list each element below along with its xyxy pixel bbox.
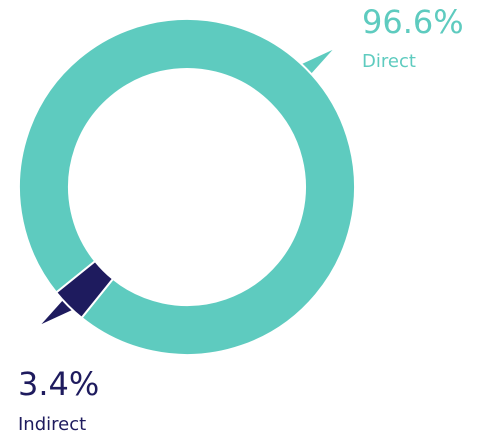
value-label: 3.4%	[18, 365, 99, 403]
category-label: Direct	[362, 51, 416, 72]
slice	[54, 259, 115, 320]
donut	[18, 18, 356, 356]
category-label: Indirect	[18, 414, 86, 435]
slice	[18, 18, 356, 356]
value-label: 96.6%	[362, 3, 464, 41]
